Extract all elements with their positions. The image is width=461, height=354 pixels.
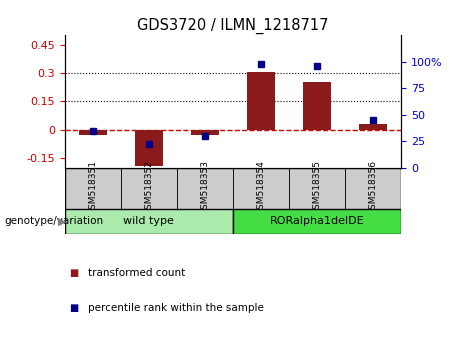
Bar	[303, 82, 331, 130]
Text: GSM518356: GSM518356	[368, 160, 378, 215]
Text: genotype/variation: genotype/variation	[5, 216, 104, 226]
Bar	[359, 124, 387, 130]
Text: ■: ■	[69, 268, 78, 278]
Text: GSM518355: GSM518355	[313, 160, 321, 215]
Bar	[65, 167, 121, 209]
Text: GSM518352: GSM518352	[144, 160, 153, 215]
Title: GDS3720 / ILMN_1218717: GDS3720 / ILMN_1218717	[137, 18, 329, 34]
Bar	[177, 167, 233, 209]
Bar	[345, 167, 401, 209]
Bar	[233, 209, 401, 234]
Text: ■: ■	[69, 303, 78, 313]
Bar	[65, 209, 233, 234]
Bar	[289, 167, 345, 209]
Bar	[233, 167, 289, 209]
Bar	[191, 130, 219, 136]
Bar	[78, 130, 106, 136]
Bar	[247, 72, 275, 130]
Text: RORalpha1delDE: RORalpha1delDE	[270, 216, 364, 226]
Text: percentile rank within the sample: percentile rank within the sample	[88, 303, 264, 313]
Text: GSM518351: GSM518351	[88, 160, 97, 215]
Text: GSM518353: GSM518353	[200, 160, 209, 215]
Text: ▶: ▶	[58, 216, 66, 226]
Bar	[135, 130, 163, 166]
Text: GSM518354: GSM518354	[256, 160, 266, 215]
Text: wild type: wild type	[123, 216, 174, 226]
Bar	[121, 167, 177, 209]
Text: transformed count: transformed count	[88, 268, 185, 278]
